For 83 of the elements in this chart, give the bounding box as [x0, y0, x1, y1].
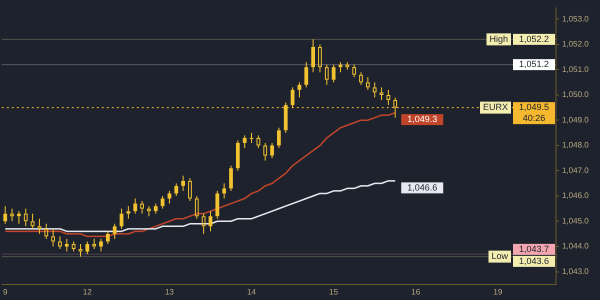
data-label: 1,049.3 [407, 114, 438, 124]
x-tick-label: 15 [329, 287, 339, 296]
candlestick [324, 64, 329, 86]
candlestick [64, 238, 69, 252]
candlestick [242, 134, 247, 148]
candlestick [318, 44, 322, 73]
candlestick [270, 142, 274, 159]
candlestick [140, 200, 144, 214]
y-tick-label: 1,049.0 [562, 115, 590, 124]
candlestick [120, 208, 124, 230]
y-tick-label: 1,043.0 [562, 266, 590, 276]
candlestick [359, 72, 363, 86]
candlestick [332, 64, 336, 83]
y-tick-label: 1,047.0 [562, 166, 590, 175]
x-tick-label: 9 [3, 287, 8, 296]
candlestick [85, 240, 90, 255]
y-tick-label: 1,052.0 [562, 40, 590, 49]
candlestick [112, 223, 117, 240]
data-label: 1,046.6 [407, 182, 438, 192]
candlestick [208, 210, 212, 232]
candlestick [72, 240, 76, 252]
candlestick [304, 62, 308, 88]
y-tick-label: 1,045.0 [562, 216, 590, 226]
candlestick [30, 213, 34, 230]
candlestick [311, 38, 315, 73]
candlestick [345, 62, 350, 70]
candlestick [147, 206, 151, 217]
candlestick [24, 208, 28, 227]
candlestick [380, 86, 384, 100]
annotation: Low [491, 251, 508, 262]
candlestick [154, 203, 158, 214]
ref-line-label: 1,049.5 40:26 [518, 102, 550, 124]
candlestick [222, 182, 226, 200]
annotation: High [489, 34, 508, 44]
y-tick-label: 1,048.0 [562, 140, 590, 150]
candlestick [38, 218, 42, 234]
candlestick [256, 134, 260, 148]
candlestick [229, 165, 233, 192]
candlestick [194, 195, 199, 220]
candlestick [44, 223, 48, 240]
candlestick [338, 62, 342, 73]
candlestick [17, 210, 21, 224]
y-tick-label: 1,044.0 [562, 242, 590, 251]
candlestick [215, 190, 220, 220]
candlestick [51, 228, 55, 248]
ref-line-label: 1,052.2 [518, 34, 550, 44]
ref-line-label: 1,051.2 [518, 59, 550, 70]
y-tick-label: 1,050.0 [562, 90, 590, 100]
candlestick [236, 140, 240, 172]
x-tick-label: 12 [82, 287, 92, 296]
x-tick-label: 16 [411, 287, 421, 296]
annotation: EURX [482, 102, 508, 112]
candlestick [126, 206, 130, 220]
candlestick [174, 182, 178, 196]
y-tick-label: 1,053.0 [562, 14, 590, 24]
y-tick-label: 1,046.0 [562, 191, 590, 200]
candlestick [181, 175, 185, 192]
candlestick [277, 127, 281, 148]
candlestick [106, 230, 110, 244]
candlestick [58, 236, 62, 250]
candlestick [188, 178, 192, 202]
candlestick [133, 198, 138, 214]
candlestick [10, 208, 14, 222]
candlestick [298, 82, 302, 98]
candlestick [202, 213, 206, 234]
candlestick [168, 190, 172, 204]
candlestick [160, 195, 164, 210]
x-tick-label: 14 [247, 287, 257, 296]
candlestick [3, 206, 8, 224]
candlestick [78, 243, 82, 258]
candlestick [99, 238, 103, 252]
candlestick [386, 89, 390, 106]
ref-line-label: 1,043.6 [518, 256, 550, 266]
x-tick-label: 19 [493, 287, 503, 296]
candlestick [352, 64, 356, 78]
candlestick [366, 76, 370, 90]
candlestick [250, 132, 254, 144]
candlestick [372, 82, 377, 98]
candlestick [263, 142, 268, 162]
x-tick-label: 13 [164, 287, 174, 296]
ref-line-label: 1,043.7 [518, 244, 550, 254]
y-tick-label: 1,051.0 [562, 64, 590, 74]
candlestick [92, 238, 96, 250]
